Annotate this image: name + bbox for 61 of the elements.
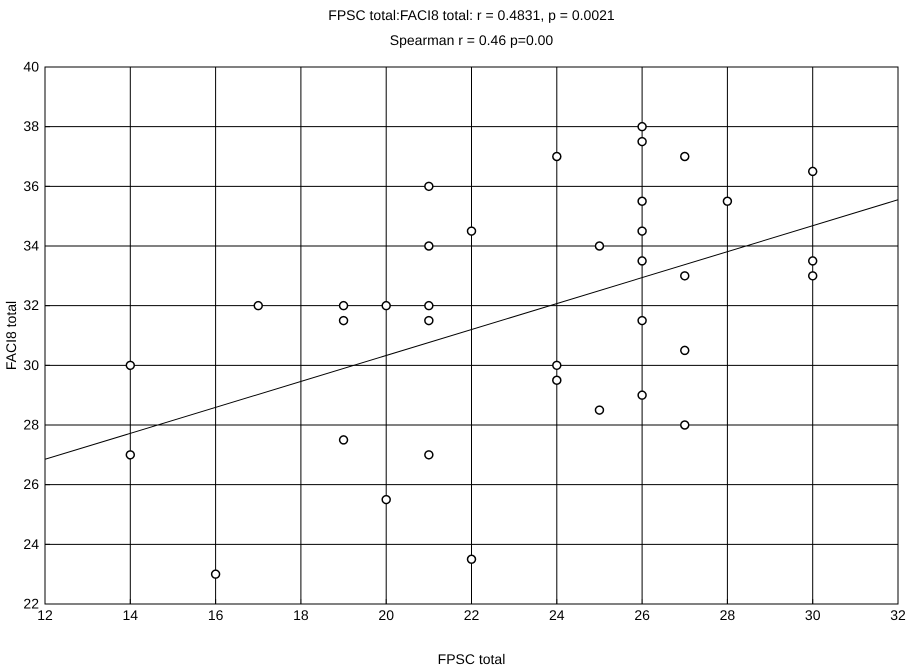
point — [722, 196, 732, 206]
x-tick-label: 22 — [464, 606, 480, 623]
x-tick-label: 18 — [293, 606, 309, 623]
point — [680, 152, 690, 162]
point — [424, 241, 434, 251]
point — [808, 271, 818, 281]
y-tick-label: 30 — [23, 356, 40, 373]
chart-subtitle: Spearman r = 0.46 p=0.00 — [390, 32, 554, 48]
point — [552, 152, 562, 162]
point — [594, 241, 604, 251]
point — [637, 122, 647, 132]
point — [424, 182, 434, 192]
point — [808, 166, 818, 176]
point — [338, 435, 348, 445]
point — [808, 256, 818, 266]
y-tick-label: 24 — [23, 536, 40, 552]
x-tick-label: 28 — [720, 606, 736, 623]
point — [338, 316, 348, 326]
point — [381, 300, 391, 310]
x-tick-label: 32 — [890, 606, 906, 623]
point — [338, 300, 348, 310]
point — [680, 346, 690, 356]
x-tick-label: 24 — [549, 606, 565, 623]
point — [637, 226, 647, 236]
point — [424, 316, 434, 326]
point — [466, 554, 476, 564]
chart-title: FPSC total:FACI8 total: r = 0.4831, p = 0.0021 — [328, 7, 615, 23]
point — [680, 271, 690, 281]
point — [424, 300, 434, 310]
point — [126, 450, 136, 460]
y-tick-label: 22 — [23, 595, 40, 612]
point — [637, 136, 647, 146]
x-tick-label: 30 — [804, 606, 821, 623]
point — [680, 420, 690, 430]
x-axis-title: FPSC total — [438, 651, 506, 667]
x-tick-label: 16 — [208, 606, 224, 623]
point — [552, 376, 562, 385]
y-tick-label: 32 — [23, 297, 40, 314]
point — [126, 360, 136, 370]
x-tick-label: 12 — [37, 606, 53, 623]
point — [466, 226, 476, 236]
point — [424, 450, 434, 460]
point — [552, 360, 562, 370]
point — [210, 569, 220, 579]
y-tick-label: 26 — [23, 476, 40, 492]
point — [637, 196, 647, 206]
y-tick-label: 28 — [23, 416, 40, 432]
point — [594, 405, 604, 415]
point — [381, 494, 391, 504]
point — [637, 316, 647, 326]
x-tick-label: 14 — [122, 606, 138, 623]
x-tick-label: 26 — [634, 606, 650, 623]
point — [637, 390, 647, 400]
point — [254, 300, 263, 310]
y-axis-title: FACI8 total — [3, 300, 19, 370]
x-tick-label: 20 — [378, 606, 394, 623]
y-tick-label: 34 — [23, 237, 40, 254]
y-tick-label: 38 — [23, 118, 40, 134]
y-tick-label: 36 — [23, 178, 40, 194]
point — [637, 256, 647, 266]
y-tick-label: 40 — [23, 58, 40, 74]
